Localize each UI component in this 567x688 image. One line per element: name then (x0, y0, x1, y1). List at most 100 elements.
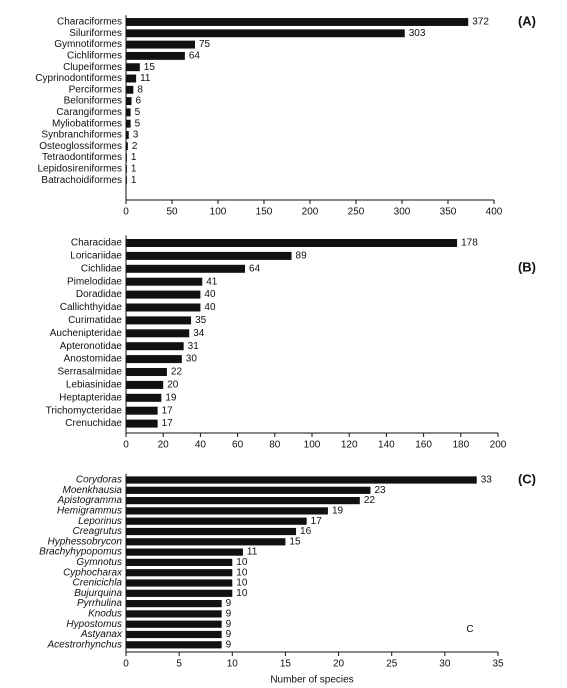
bar (126, 131, 129, 139)
x-tick-label: 180 (452, 440, 469, 451)
value-label: 11 (247, 547, 258, 558)
category-label: Bujurquina (74, 588, 122, 599)
bar (126, 507, 328, 515)
category-label: Cichliformes (67, 51, 122, 62)
value-label: 3 (133, 130, 139, 141)
bar (126, 153, 127, 162)
value-label: 34 (193, 328, 205, 339)
panel-label: (B) (518, 259, 536, 274)
panel-label: (A) (518, 13, 536, 28)
value-label: 5 (135, 107, 141, 118)
value-label: 10 (236, 588, 248, 599)
category-label: Cyphocharax (63, 567, 123, 578)
x-tick-label: 15 (280, 659, 292, 670)
x-tick-label: 0 (123, 207, 129, 218)
category-label: Lepidosireniformes (38, 164, 123, 175)
value-label: 303 (409, 28, 426, 39)
bar (126, 176, 127, 185)
value-label: 23 (374, 485, 386, 496)
value-label: 19 (332, 506, 344, 517)
category-label: Brachyhypopomus (39, 547, 122, 558)
bar (126, 558, 233, 567)
bar (126, 419, 158, 428)
bar (126, 18, 469, 26)
category-label: Carangiformes (56, 107, 122, 118)
bar (126, 85, 134, 94)
bar (126, 303, 201, 312)
value-label: 15 (144, 62, 156, 73)
category-label: Lebiasinidae (66, 380, 123, 391)
x-tick-label: 300 (394, 207, 411, 218)
annotation: C (466, 624, 473, 635)
bar (126, 264, 246, 273)
value-label: 1 (131, 164, 137, 175)
bar (126, 329, 190, 338)
value-label: 33 (481, 475, 493, 486)
value-label: 31 (188, 341, 200, 352)
value-label: 1 (131, 152, 137, 163)
bar (126, 108, 131, 117)
category-label: Auchenipteridae (50, 328, 123, 339)
bar (126, 63, 140, 72)
category-label: Synbranchiformes (41, 130, 122, 141)
value-label: 22 (364, 495, 376, 506)
panel-label: (C) (518, 471, 536, 486)
x-tick-label: 30 (439, 659, 451, 670)
bar (126, 74, 137, 83)
category-label: Pimelodidae (67, 276, 122, 287)
x-tick-label: 100 (210, 207, 227, 218)
value-label: 20 (167, 380, 179, 391)
bar (126, 51, 185, 60)
category-label: Leporinus (78, 516, 122, 527)
category-label: Apteronotidae (60, 341, 123, 352)
category-label: Serrasalmidae (58, 367, 123, 378)
value-label: 19 (165, 392, 177, 403)
category-label: Cichlidae (81, 263, 123, 274)
value-label: 178 (461, 238, 478, 249)
value-label: 10 (236, 557, 248, 568)
bar (126, 579, 233, 587)
value-label: 41 (206, 276, 218, 287)
category-label: Doradidae (76, 289, 123, 300)
value-label: 40 (204, 289, 216, 300)
x-tick-label: 0 (123, 440, 129, 451)
bar (126, 476, 477, 484)
x-tick-label: 50 (166, 207, 178, 218)
x-tick-label: 5 (176, 659, 182, 670)
value-label: 8 (137, 84, 143, 95)
x-tick-label: 35 (492, 659, 504, 670)
category-label: Myliobatiformes (52, 118, 122, 129)
x-tick-label: 160 (415, 440, 432, 451)
bar (126, 538, 286, 546)
category-label: Hypostomus (66, 619, 122, 630)
category-label: Tetraodontiformes (42, 152, 122, 163)
value-label: 22 (171, 367, 183, 378)
category-label: Characiformes (57, 17, 122, 28)
bar (126, 569, 233, 577)
value-label: 10 (236, 567, 248, 578)
value-label: 9 (226, 639, 232, 650)
bar (126, 610, 222, 618)
value-label: 17 (162, 418, 174, 429)
category-label: Clupeiformes (63, 62, 122, 73)
bar (126, 548, 243, 556)
x-tick-label: 25 (386, 659, 398, 670)
value-label: 64 (189, 51, 201, 62)
bar (126, 630, 222, 639)
bar (126, 142, 128, 151)
category-label: Hemigrammus (57, 506, 122, 517)
category-label: Corydoras (76, 475, 122, 486)
bar (126, 641, 222, 649)
bar (126, 380, 164, 389)
value-label: 6 (136, 96, 142, 107)
category-label: Acestrorhynchus (47, 639, 122, 650)
value-label: 75 (199, 39, 211, 50)
bar (126, 290, 201, 299)
bar (126, 393, 162, 402)
category-label: Pyrrhulina (77, 598, 122, 609)
value-label: 10 (236, 578, 248, 589)
value-label: 64 (249, 263, 261, 274)
x-tick-label: 250 (348, 207, 365, 218)
value-label: 35 (195, 315, 207, 326)
